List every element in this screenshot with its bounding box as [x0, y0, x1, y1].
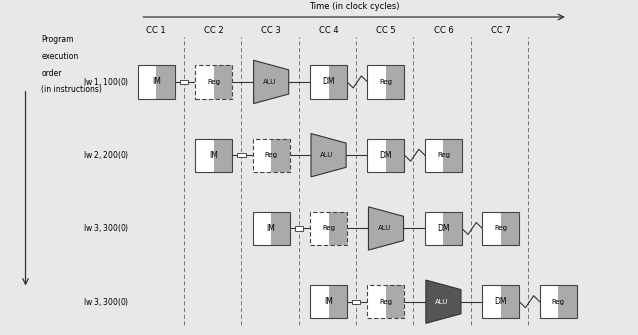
- Text: IM: IM: [324, 297, 333, 306]
- Text: execution: execution: [41, 52, 78, 61]
- Bar: [558, 285, 577, 318]
- Bar: [295, 226, 303, 230]
- Text: IM: IM: [209, 151, 218, 160]
- Bar: [195, 139, 232, 172]
- Bar: [310, 212, 329, 245]
- Text: (in instructions): (in instructions): [41, 85, 102, 94]
- Bar: [425, 212, 462, 245]
- Text: Reg: Reg: [322, 225, 335, 231]
- Polygon shape: [426, 280, 461, 323]
- Bar: [367, 285, 386, 318]
- Text: CC 1: CC 1: [147, 26, 166, 35]
- Bar: [180, 80, 188, 84]
- Bar: [310, 65, 347, 98]
- Text: lw $3, 300($0): lw $3, 300($0): [83, 222, 130, 234]
- Bar: [386, 65, 404, 98]
- Bar: [425, 139, 462, 172]
- Text: ALU: ALU: [320, 152, 334, 158]
- Text: CC 6: CC 6: [434, 26, 453, 35]
- Bar: [425, 139, 443, 172]
- Bar: [214, 65, 232, 98]
- Bar: [425, 212, 443, 245]
- Bar: [482, 212, 519, 245]
- Bar: [138, 65, 156, 98]
- Text: ALU: ALU: [435, 299, 449, 305]
- Bar: [386, 139, 404, 172]
- Text: CC 5: CC 5: [376, 26, 396, 35]
- Bar: [386, 285, 404, 318]
- Polygon shape: [311, 134, 346, 177]
- Bar: [195, 139, 214, 172]
- Text: lw $3, 300($0): lw $3, 300($0): [83, 296, 130, 308]
- Text: DM: DM: [322, 77, 335, 86]
- Text: ALU: ALU: [378, 225, 391, 231]
- Text: CC 2: CC 2: [204, 26, 223, 35]
- Bar: [253, 139, 271, 172]
- Bar: [237, 153, 246, 157]
- Bar: [501, 212, 519, 245]
- Bar: [310, 285, 347, 318]
- Polygon shape: [253, 60, 288, 104]
- Text: DM: DM: [494, 297, 507, 306]
- Bar: [329, 285, 347, 318]
- Bar: [482, 285, 501, 318]
- Text: Reg: Reg: [380, 79, 392, 85]
- Bar: [367, 65, 386, 98]
- Bar: [367, 285, 404, 318]
- Bar: [271, 212, 290, 245]
- Text: IM: IM: [267, 224, 276, 233]
- Bar: [540, 285, 558, 318]
- Bar: [352, 299, 360, 304]
- Bar: [253, 212, 290, 245]
- Bar: [329, 65, 347, 98]
- Text: ALU: ALU: [263, 79, 276, 85]
- Bar: [195, 65, 214, 98]
- Text: IM: IM: [152, 77, 161, 86]
- Bar: [482, 212, 501, 245]
- Bar: [156, 65, 175, 98]
- Bar: [138, 65, 175, 98]
- Bar: [443, 212, 462, 245]
- Text: CC 7: CC 7: [491, 26, 510, 35]
- Bar: [501, 285, 519, 318]
- Bar: [195, 65, 232, 98]
- Bar: [271, 139, 290, 172]
- Text: order: order: [41, 69, 62, 78]
- Bar: [214, 139, 232, 172]
- Text: Reg: Reg: [207, 79, 220, 85]
- Text: DM: DM: [437, 224, 450, 233]
- Text: Program: Program: [41, 35, 74, 44]
- Text: Time (in clock cycles): Time (in clock cycles): [309, 2, 399, 11]
- Text: Reg: Reg: [265, 152, 278, 158]
- Bar: [367, 139, 386, 172]
- Text: CC 4: CC 4: [319, 26, 338, 35]
- Bar: [310, 285, 329, 318]
- Text: lw $1, 100($0): lw $1, 100($0): [83, 76, 130, 88]
- Text: Reg: Reg: [552, 299, 565, 305]
- Bar: [253, 212, 271, 245]
- Bar: [443, 139, 462, 172]
- Text: Reg: Reg: [494, 225, 507, 231]
- Text: DM: DM: [380, 151, 392, 160]
- Text: lw $2, 200($0): lw $2, 200($0): [83, 149, 130, 161]
- Text: Reg: Reg: [380, 299, 392, 305]
- Bar: [482, 285, 519, 318]
- Bar: [367, 65, 404, 98]
- Bar: [540, 285, 577, 318]
- Text: CC 3: CC 3: [262, 26, 281, 35]
- Bar: [367, 139, 404, 172]
- Text: Reg: Reg: [437, 152, 450, 158]
- Bar: [310, 212, 347, 245]
- Bar: [253, 139, 290, 172]
- Bar: [329, 212, 347, 245]
- Bar: [310, 65, 329, 98]
- Polygon shape: [369, 207, 403, 250]
